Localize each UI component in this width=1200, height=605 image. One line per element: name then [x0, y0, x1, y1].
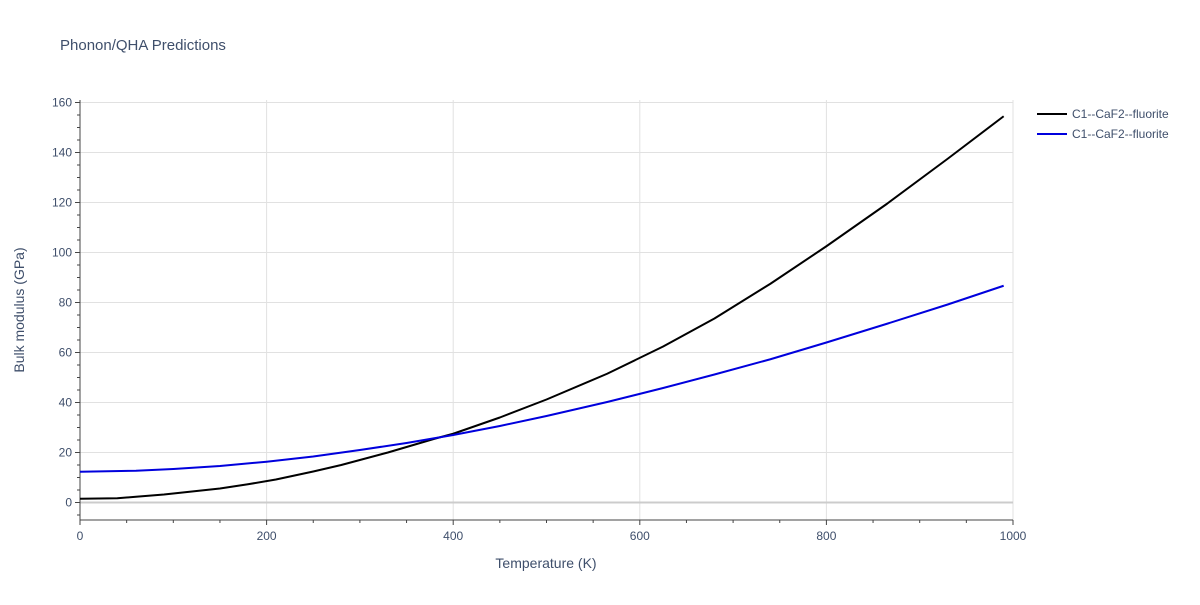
y-axis-title: Bulk modulus (GPa) — [11, 247, 27, 372]
y-tick-label: 80 — [59, 296, 73, 310]
grid — [80, 100, 1014, 520]
y-tick-label: 100 — [52, 246, 72, 260]
series-layer — [79, 115, 1005, 500]
x-tick-label: 400 — [443, 529, 463, 543]
x-axis-title: Temperature (K) — [495, 555, 596, 571]
y-tick-label: 60 — [59, 346, 73, 360]
series-line-2[interactable] — [79, 284, 1004, 473]
legend[interactable]: C1--CaF2--fluorite C1--CaF2--fluorite — [1037, 107, 1169, 141]
x-tick-label: 600 — [630, 529, 650, 543]
y-tick-label: 40 — [59, 396, 73, 410]
x-tick-label: 1000 — [1000, 529, 1027, 543]
axes: 0 20 40 60 80 100 120 140 160 0 200 400 600 800 1000 — [52, 96, 1027, 544]
x-tick-label: 0 — [77, 529, 84, 543]
y-tick-label: 0 — [65, 496, 72, 510]
legend-item-2[interactable]: C1--CaF2--fluorite — [1037, 127, 1169, 141]
y-tick-label: 160 — [52, 96, 72, 110]
legend-label: C1--CaF2--fluorite — [1072, 107, 1169, 121]
chart-title: Phonon/QHA Predictions — [60, 37, 226, 54]
legend-item-1[interactable]: C1--CaF2--fluorite — [1037, 107, 1169, 121]
y-tick-label: 140 — [52, 146, 72, 160]
y-tick-label: 120 — [52, 196, 72, 210]
x-tick-label: 800 — [816, 529, 836, 543]
legend-label: C1--CaF2--fluorite — [1072, 127, 1169, 141]
series-line-1[interactable] — [79, 115, 1005, 500]
x-tick-label: 200 — [257, 529, 277, 543]
y-tick-label: 20 — [59, 446, 73, 460]
